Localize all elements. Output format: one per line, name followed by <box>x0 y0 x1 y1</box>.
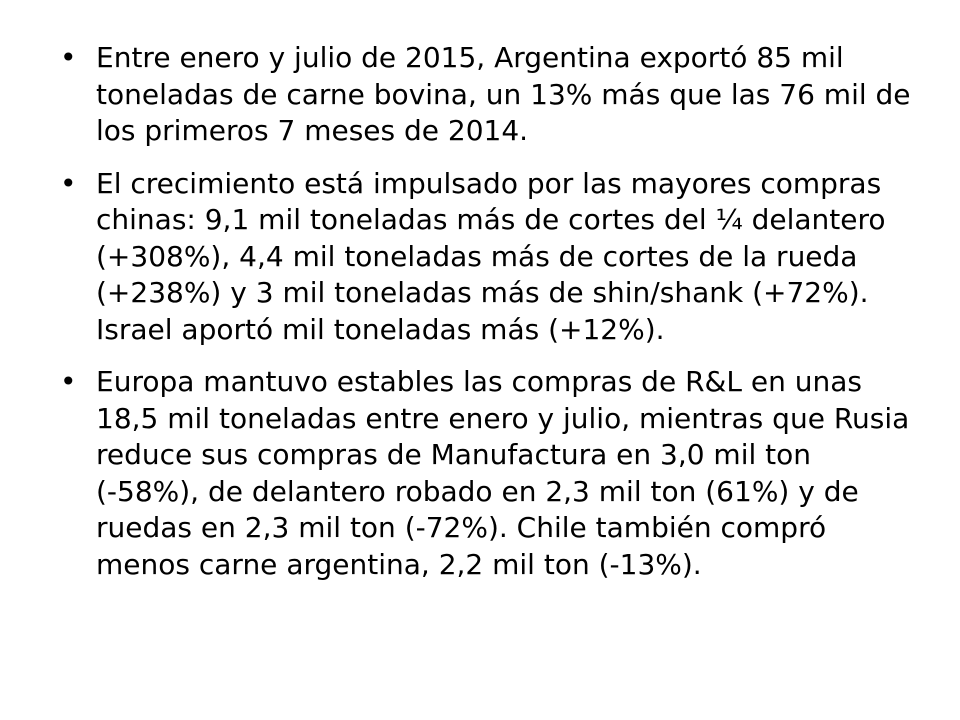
bullet-item-china-growth: • El crecimiento está impulsado por las … <box>60 166 920 349</box>
bullet-marker: • <box>60 41 77 74</box>
bullet-text: El crecimiento está impulsado por las ma… <box>96 166 886 346</box>
bullet-text: Entre enero y julio de 2015, Argentina e… <box>96 41 911 147</box>
bullet-item-europe-russia-chile: • Europa mantuvo estables las compras de… <box>60 364 920 583</box>
bullet-marker: • <box>60 166 77 200</box>
bullet-list: • Entre enero y julio de 2015, Argentina… <box>60 40 920 599</box>
bullet-marker: • <box>60 365 77 398</box>
bullet-item-export-summary: • Entre enero y julio de 2015, Argentina… <box>60 40 920 150</box>
bullet-text: Europa mantuvo estables las compras de R… <box>96 365 910 581</box>
